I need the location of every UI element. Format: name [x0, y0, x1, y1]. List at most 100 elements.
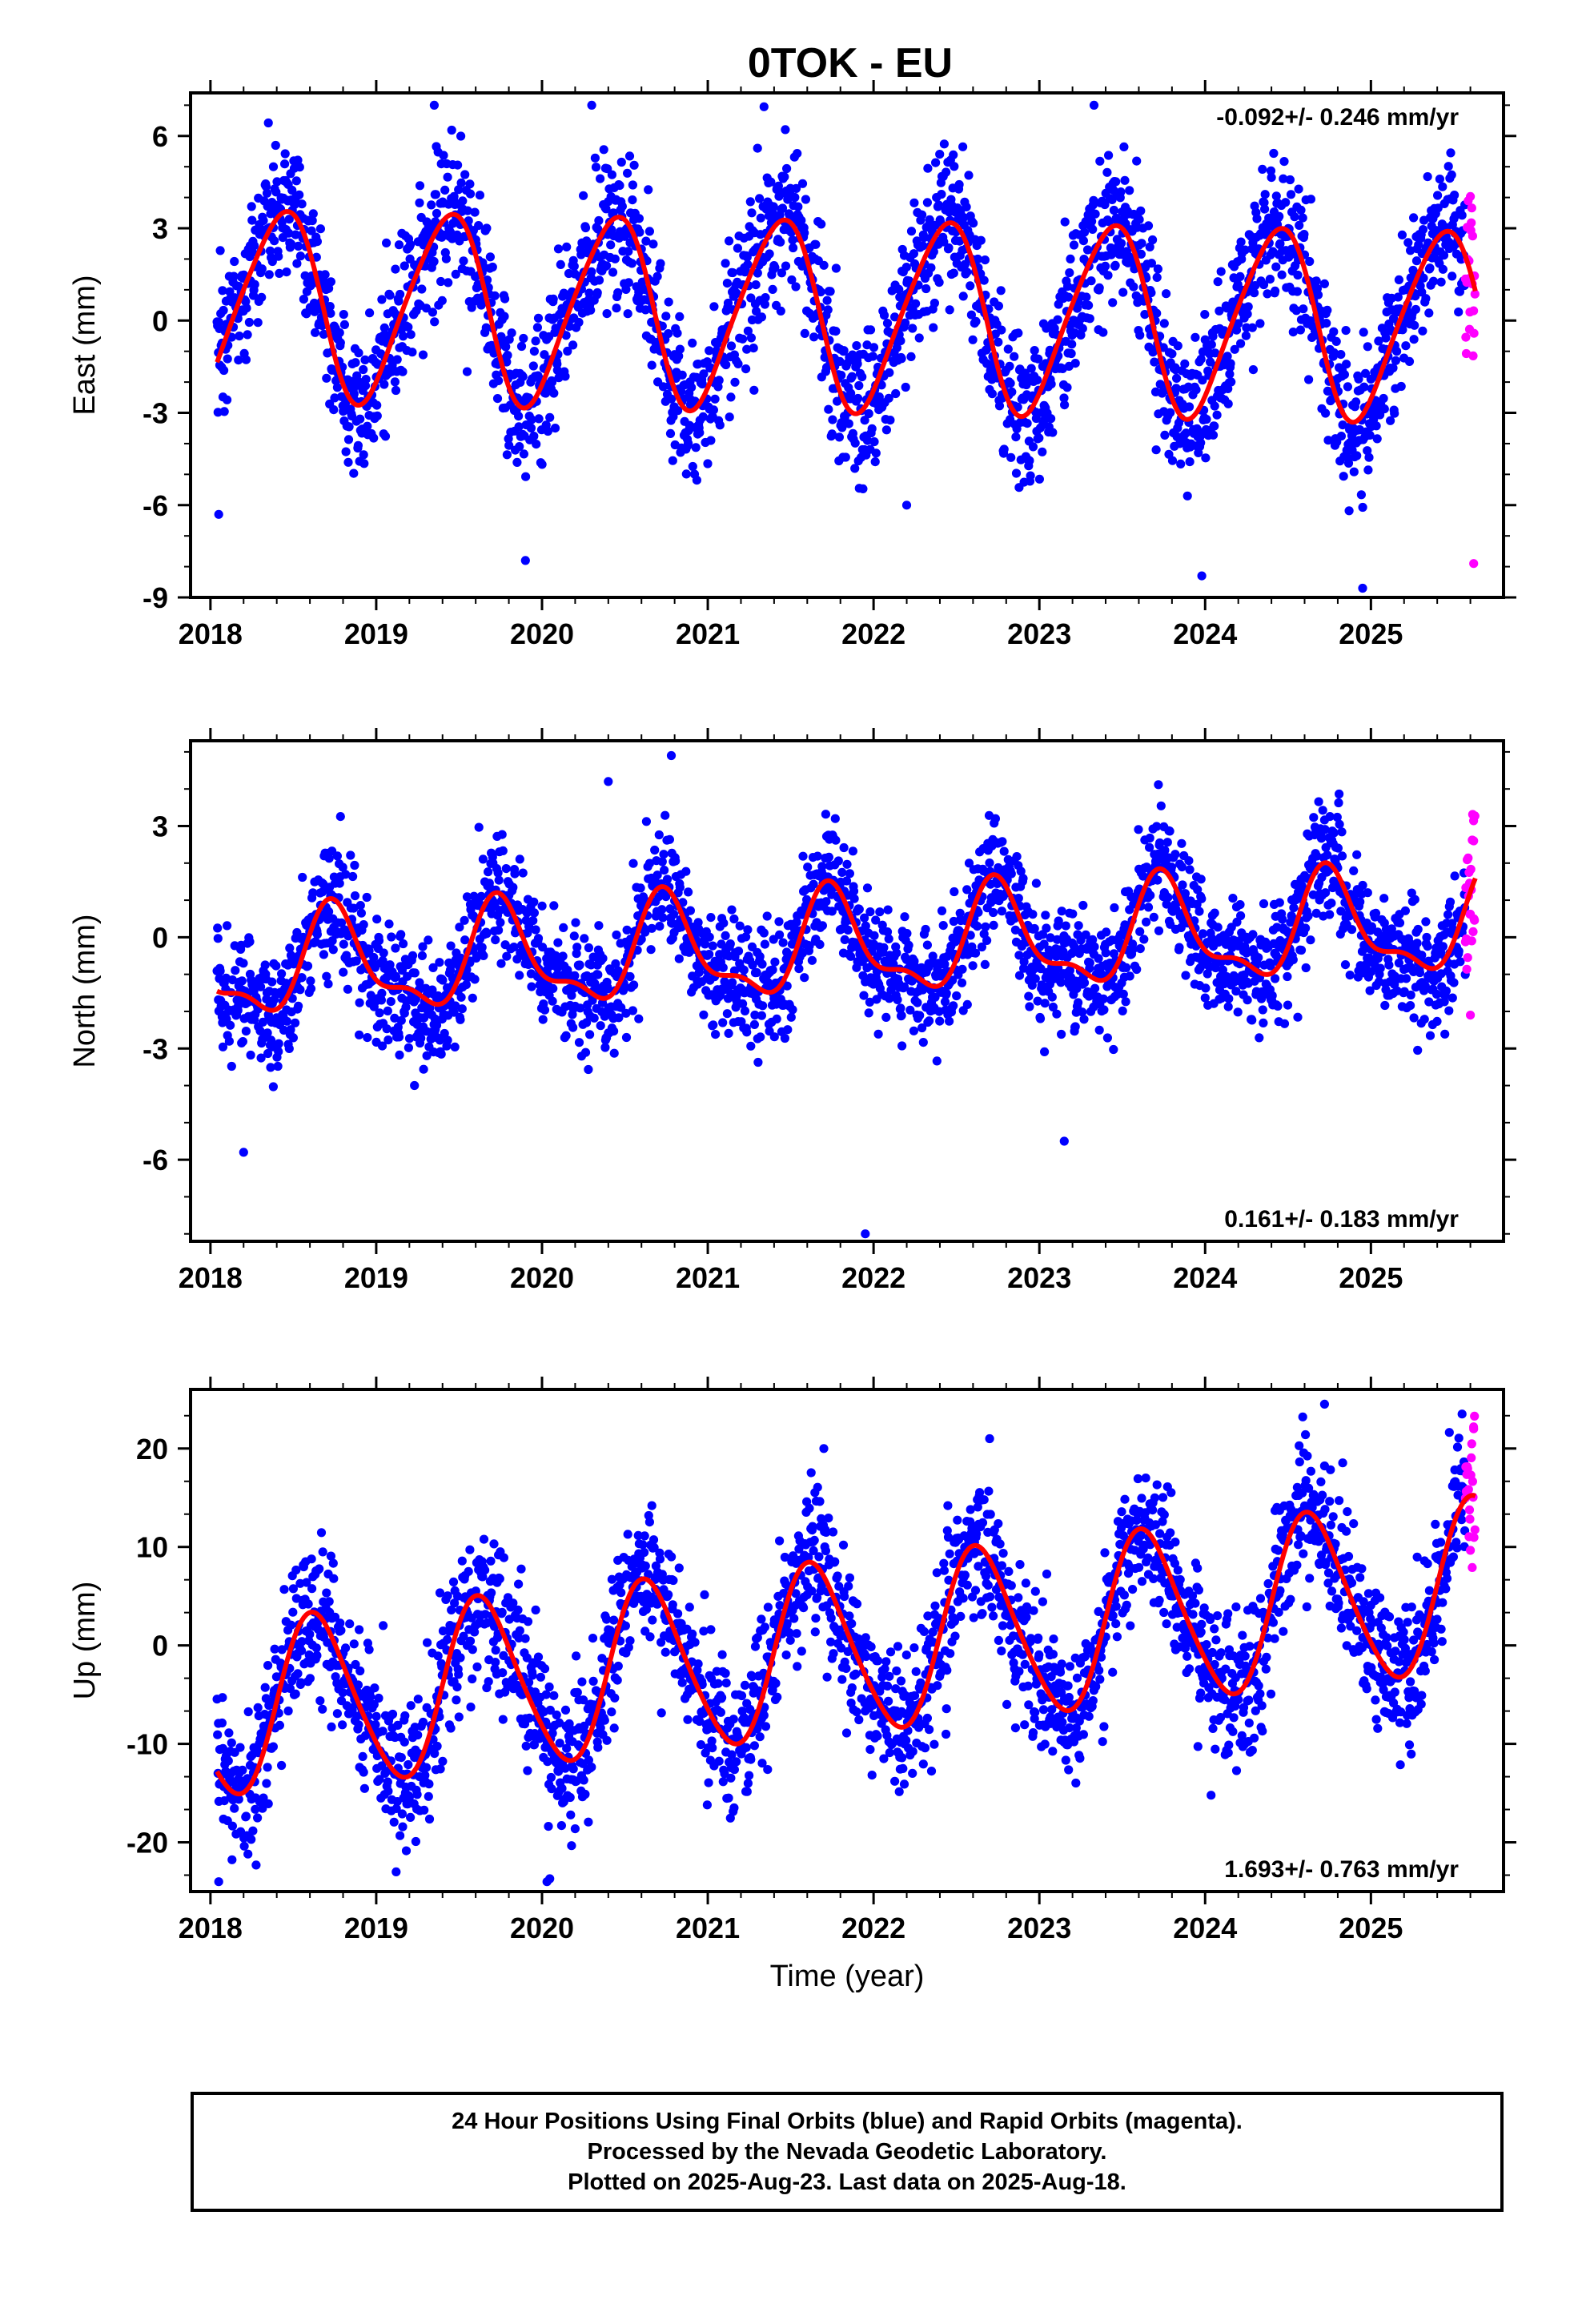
- final-orbit-point: [1225, 369, 1235, 379]
- final-orbit-point: [540, 350, 549, 360]
- final-orbit-point: [917, 1023, 927, 1033]
- final-orbit-point: [1277, 270, 1287, 279]
- final-orbit-point: [287, 994, 297, 1003]
- final-orbit-point: [394, 296, 404, 306]
- final-orbit-point: [1065, 268, 1074, 278]
- final-orbit-point: [562, 242, 572, 251]
- final-orbit-point: [994, 301, 1003, 311]
- final-orbit-point: [1349, 467, 1359, 476]
- final-orbit-point: [1012, 852, 1022, 862]
- final-orbit-point: [1349, 866, 1359, 875]
- final-orbit-point: [1289, 903, 1299, 913]
- final-orbit-point: [930, 992, 940, 1002]
- final-orbit-point: [954, 179, 964, 190]
- final-orbit-point: [1109, 205, 1118, 215]
- final-orbit-point: [1321, 888, 1331, 898]
- final-orbit-point: [761, 293, 770, 303]
- final-orbit-point: [586, 960, 596, 970]
- final-orbit-point: [592, 287, 602, 298]
- final-orbit-point: [538, 943, 548, 952]
- final-orbit-point: [831, 327, 841, 336]
- final-orbit-point: [526, 423, 536, 433]
- final-orbit-point: [662, 875, 673, 884]
- final-orbit-point: [979, 275, 989, 285]
- final-orbit-point: [624, 247, 633, 256]
- final-orbit-point: [440, 185, 450, 195]
- final-orbit-point: [515, 971, 524, 980]
- final-orbit-point: [1327, 899, 1336, 908]
- final-orbit-point: [1455, 287, 1464, 296]
- final-orbit-point: [959, 213, 969, 223]
- final-orbit-point: [1335, 819, 1344, 829]
- final-orbit-point: [1101, 261, 1110, 271]
- final-orbit-point: [728, 978, 737, 987]
- final-orbit-point: [1102, 167, 1112, 177]
- final-orbit-point: [508, 883, 518, 892]
- final-orbit-point: [1271, 286, 1280, 296]
- final-orbit-point: [361, 375, 371, 384]
- final-orbit-point: [871, 915, 881, 925]
- final-orbit-point: [295, 190, 304, 199]
- final-orbit-point: [1198, 929, 1208, 939]
- final-orbit-point: [1146, 288, 1156, 298]
- final-orbit-point: [1103, 271, 1113, 280]
- final-orbit-point: [1210, 421, 1219, 431]
- final-orbit-point: [944, 243, 954, 253]
- final-orbit-point: [901, 318, 910, 328]
- final-orbit-point: [1146, 259, 1156, 268]
- final-orbit-point: [1438, 264, 1447, 274]
- final-orbit-point: [279, 1025, 289, 1035]
- final-orbit-point: [640, 305, 650, 315]
- final-orbit-point: [1022, 419, 1032, 428]
- final-orbit-point: [295, 163, 304, 172]
- final-orbit-point: [341, 870, 351, 879]
- final-orbit-point: [1352, 850, 1362, 859]
- final-orbit-point: [1041, 911, 1050, 920]
- final-orbit-point: [1146, 891, 1155, 900]
- final-orbit-point: [271, 961, 281, 971]
- final-orbit-point: [1197, 894, 1207, 903]
- final-orbit-point: [725, 236, 734, 246]
- final-orbit-point: [250, 241, 259, 251]
- final-orbit-point: [1236, 911, 1246, 921]
- final-orbit-point: [241, 1027, 251, 1036]
- final-orbit-point: [749, 344, 758, 353]
- final-orbit-point: [858, 484, 868, 494]
- final-orbit-point: [435, 1035, 445, 1045]
- final-orbit-point: [444, 278, 453, 287]
- final-orbit-point: [746, 333, 757, 343]
- final-orbit-point: [1392, 347, 1402, 356]
- final-orbit-point: [747, 208, 757, 218]
- final-orbit-point: [1223, 352, 1232, 361]
- final-orbit-point: [1028, 442, 1038, 452]
- final-orbit-point: [564, 321, 574, 332]
- final-orbit-point: [722, 279, 733, 288]
- final-orbit-point: [1242, 948, 1251, 958]
- final-orbit-point: [1339, 472, 1348, 481]
- final-orbit-point: [1024, 991, 1034, 1001]
- final-orbit-point: [1332, 812, 1342, 822]
- final-orbit-point: [349, 468, 359, 478]
- final-orbit-point: [519, 333, 528, 344]
- final-orbit-point: [268, 162, 279, 171]
- final-orbit-point: [1295, 220, 1304, 230]
- final-orbit-point: [356, 908, 366, 918]
- panel-1: 2018 2019 2020 2021 2022 2023 2024 2025630-3-6-…: [68, 80, 1516, 650]
- rapid-orbit-point: [1468, 351, 1478, 360]
- final-orbit-point: [966, 931, 975, 940]
- final-orbit-point: [869, 343, 879, 352]
- final-orbit-point: [1259, 198, 1269, 207]
- final-orbit-point: [1085, 314, 1094, 324]
- final-orbit-point: [294, 241, 303, 251]
- final-orbit-point: [1143, 221, 1154, 231]
- final-orbit-point: [274, 1039, 283, 1048]
- final-orbit-point: [1423, 172, 1432, 182]
- final-orbit-point: [405, 239, 416, 249]
- final-orbit-point: [336, 918, 347, 927]
- final-orbit-point: [790, 192, 800, 203]
- final-orbit-point: [379, 948, 388, 958]
- final-orbit-point: [1418, 225, 1428, 235]
- final-orbit-point: [1255, 319, 1265, 328]
- rapid-orbit-point: [1469, 306, 1479, 316]
- final-orbit-point: [622, 925, 632, 935]
